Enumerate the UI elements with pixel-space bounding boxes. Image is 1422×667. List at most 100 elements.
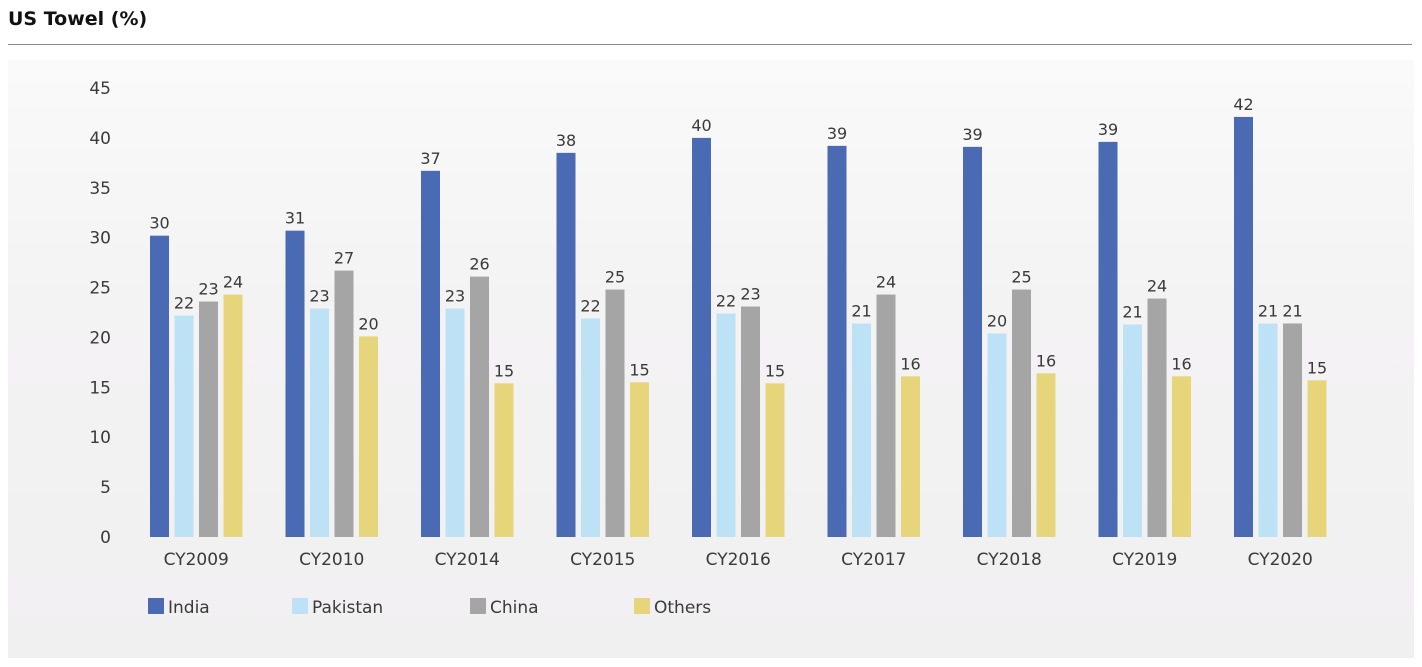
data-label: 37 bbox=[420, 149, 440, 168]
bar-pakistan bbox=[175, 315, 194, 537]
bar-india bbox=[692, 138, 711, 537]
legend-swatch bbox=[292, 598, 308, 614]
bar-pakistan bbox=[1123, 324, 1142, 537]
x-axis: CY2009 CY2010 CY2014 CY2015 CY2016 CY2017 CY20… bbox=[164, 550, 1313, 570]
y-tick-label: 45 bbox=[89, 79, 111, 99]
data-label: 38 bbox=[556, 131, 576, 150]
bar-china bbox=[1012, 290, 1031, 537]
data-label: 21 bbox=[1258, 301, 1278, 320]
y-tick-label: 20 bbox=[89, 328, 111, 348]
y-tick-label: 35 bbox=[89, 179, 111, 199]
data-label: 20 bbox=[987, 311, 1007, 330]
data-label: 15 bbox=[765, 361, 785, 380]
bar-pakistan bbox=[852, 323, 871, 537]
data-label: 15 bbox=[1307, 358, 1327, 377]
data-label: 16 bbox=[900, 354, 920, 373]
bar-others bbox=[224, 295, 243, 537]
data-label: 42 bbox=[1233, 95, 1253, 114]
data-label: 26 bbox=[469, 255, 489, 274]
legend-item-china: China bbox=[470, 598, 539, 618]
y-tick-label: 10 bbox=[89, 428, 111, 448]
x-tick-label: CY2014 bbox=[435, 550, 500, 570]
x-tick-label: CY2018 bbox=[977, 550, 1042, 570]
x-tick-label: CY2016 bbox=[706, 550, 771, 570]
bar-pakistan bbox=[310, 309, 329, 537]
data-label: 20 bbox=[358, 314, 378, 333]
legend-swatch bbox=[148, 598, 164, 614]
data-label: 24 bbox=[1147, 277, 1167, 296]
bar-india bbox=[963, 147, 982, 537]
data-label: 23 bbox=[198, 280, 218, 299]
data-label: 22 bbox=[580, 296, 600, 315]
data-label: 27 bbox=[334, 249, 354, 268]
legend-label: Pakistan bbox=[312, 598, 383, 618]
bar-group-cy2017: 39212416 bbox=[827, 124, 921, 537]
legend-item-others: Others bbox=[634, 598, 711, 618]
data-label: 23 bbox=[740, 285, 760, 304]
y-tick-label: 40 bbox=[89, 129, 111, 149]
legend-item-india: India bbox=[148, 598, 210, 618]
data-label: 24 bbox=[223, 273, 243, 292]
x-tick-label: CY2019 bbox=[1112, 550, 1177, 570]
bar-pakistan bbox=[1259, 323, 1278, 537]
bar-india bbox=[421, 171, 440, 537]
data-label: 21 bbox=[851, 301, 871, 320]
bar-pakistan bbox=[717, 313, 736, 537]
bar-pakistan bbox=[581, 318, 600, 537]
data-label: 31 bbox=[285, 209, 305, 228]
legend-label: India bbox=[168, 598, 210, 618]
y-tick-label: 30 bbox=[89, 229, 111, 249]
data-label: 21 bbox=[1122, 302, 1142, 321]
bar-group-cy2016: 40 22 23 15 bbox=[691, 116, 785, 537]
data-label: 24 bbox=[876, 273, 896, 292]
x-tick-label: CY2010 bbox=[299, 550, 364, 570]
bar-india bbox=[286, 231, 305, 537]
data-label: 23 bbox=[445, 287, 465, 306]
bar-others bbox=[1308, 380, 1327, 537]
y-axis: 0 5 10 15 20 25 30 35 40 45 bbox=[89, 79, 111, 548]
bar-pakistan bbox=[446, 309, 465, 537]
bar-others bbox=[495, 383, 514, 537]
legend-item-pakistan: Pakistan bbox=[292, 598, 383, 618]
bar-india bbox=[1099, 142, 1118, 537]
bar-china bbox=[199, 302, 218, 537]
bar-others bbox=[1172, 376, 1191, 537]
bar-others bbox=[359, 336, 378, 537]
data-label: 39 bbox=[962, 125, 982, 144]
bar-others bbox=[901, 376, 920, 537]
data-label: 22 bbox=[716, 291, 736, 310]
legend-label: Others bbox=[654, 598, 711, 618]
bar-others bbox=[1037, 373, 1056, 537]
x-tick-label: CY2015 bbox=[570, 550, 635, 570]
bar-china bbox=[741, 307, 760, 537]
bar-china bbox=[606, 290, 625, 537]
legend-swatch bbox=[634, 598, 650, 614]
data-label: 16 bbox=[1171, 354, 1191, 373]
x-tick-label: CY2017 bbox=[841, 550, 906, 570]
bar-group-cy2018: 39 20 25 16 bbox=[962, 125, 1056, 537]
bar-group-cy2010: 31 23 27 20 bbox=[285, 209, 379, 537]
y-tick-label: 25 bbox=[89, 279, 111, 299]
data-label: 39 bbox=[1098, 120, 1118, 139]
data-label: 23 bbox=[309, 287, 329, 306]
y-tick-label: 5 bbox=[100, 478, 111, 498]
bar-group-cy2009: 302223 24 bbox=[149, 214, 243, 537]
data-label: 15 bbox=[629, 360, 649, 379]
bar-others bbox=[630, 382, 649, 537]
data-label: 16 bbox=[1036, 351, 1056, 370]
data-label: 21 bbox=[1282, 301, 1302, 320]
bar-group-cy2015: 38 22 25 15 bbox=[556, 131, 650, 537]
bar-india bbox=[1234, 117, 1253, 537]
x-tick-label: CY2020 bbox=[1248, 550, 1313, 570]
bar-china bbox=[335, 271, 354, 537]
data-label: 15 bbox=[494, 361, 514, 380]
bar-group-cy2019: 39 21 24 16 bbox=[1098, 120, 1192, 537]
bar-india bbox=[828, 146, 847, 537]
bar-india bbox=[150, 236, 169, 537]
x-tick-label: CY2009 bbox=[164, 550, 229, 570]
bar-pakistan bbox=[988, 333, 1007, 537]
data-label: 40 bbox=[691, 116, 711, 135]
bar-india bbox=[557, 153, 576, 537]
bar-group-cy2020: 42 21 21 15 bbox=[1233, 95, 1327, 537]
